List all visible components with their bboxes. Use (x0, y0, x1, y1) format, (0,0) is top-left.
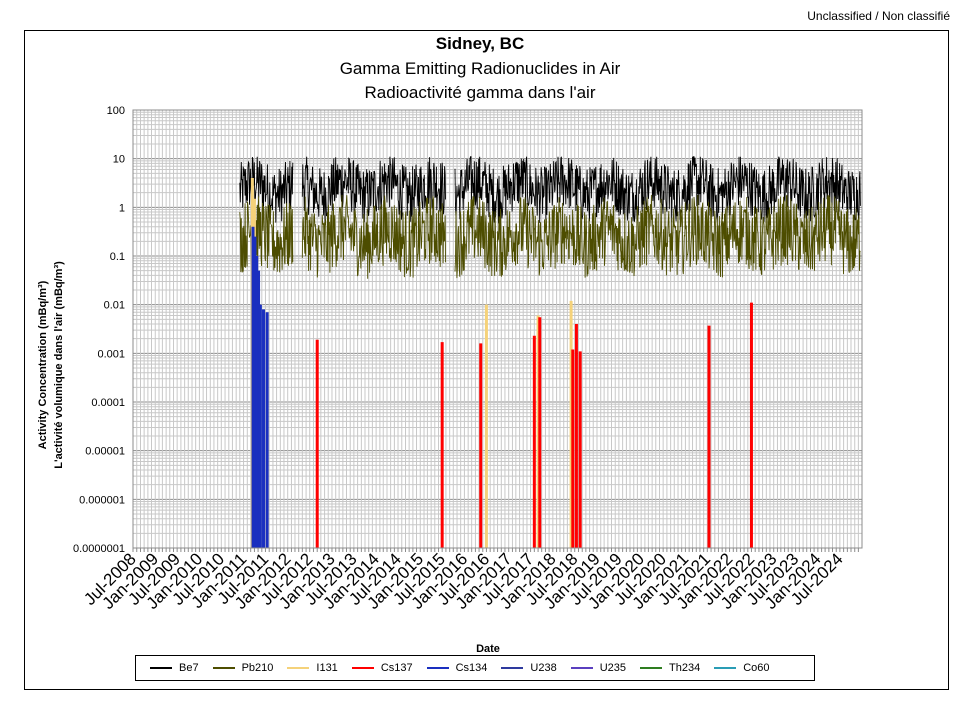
y-tick-label: 1 (119, 202, 125, 214)
legend-label: Be7 (179, 662, 199, 674)
chart-frame (24, 30, 949, 690)
y-axis-label-en: Activity Concentration (mBq/m³) (37, 280, 49, 449)
legend-swatch (640, 667, 662, 669)
legend-label: Co60 (743, 662, 770, 674)
legend-swatch (150, 667, 172, 669)
legend-label: Th234 (669, 662, 701, 674)
legend-label: U238 (530, 662, 557, 674)
y-axis-label-fr: L'activité volumique dans l'air (mBq/m³) (53, 261, 65, 469)
series-line-be7 (301, 156, 446, 223)
y-tick-label: 0.01 (104, 300, 125, 312)
legend-swatch (287, 667, 310, 669)
plot-area (132, 109, 863, 549)
y-tick-label: 10 (113, 154, 125, 166)
y-tick-label: 100 (107, 105, 125, 117)
legend-swatch (501, 667, 524, 669)
series-layer (239, 156, 861, 548)
legend-item-th234: Th234 (640, 662, 700, 674)
chart-title: Sidney, BC (435, 34, 525, 53)
legend-item-u238: U238 (501, 662, 557, 674)
series-line-pb210 (271, 203, 294, 273)
y-tick-label: 0.1 (110, 251, 125, 263)
legend-label: Cs134 (455, 662, 488, 674)
chart-subtitle-en: Gamma Emitting Radionuclides in Air (339, 59, 621, 78)
legend-item-cs137: Cs137 (351, 662, 413, 674)
legend-item-i131: I131 (287, 662, 338, 674)
x-axis-label: Date (476, 643, 500, 655)
legend-label: I131 (316, 662, 338, 674)
legend-item-cs134: Cs134 (426, 662, 488, 674)
chart-subtitle-fr: Radioactivité gamma dans l'air (364, 83, 596, 102)
y-tick-label: 0.001 (97, 348, 125, 360)
y-tick-label: 0.0000001 (73, 543, 125, 555)
legend-swatch (714, 667, 737, 669)
legend-swatch (351, 667, 374, 669)
series-line-pb210 (301, 194, 446, 279)
legend-item-be7: Be7 (150, 662, 199, 674)
series-line-be7 (454, 156, 861, 224)
legend-item-pb210: Pb210 (212, 662, 274, 674)
legend-swatch (212, 667, 235, 669)
legend-swatch (426, 667, 449, 669)
legend-item-co60: Co60 (714, 662, 770, 674)
series-line-pb210 (454, 194, 861, 279)
legend-swatch (570, 667, 593, 669)
y-tick-label: 0.000001 (79, 494, 125, 506)
chart-legend: Be7 Pb210 I131 Cs137 Cs134 U238 U235 Th234 Co60 (135, 655, 815, 681)
legend-label: U235 (599, 662, 626, 674)
legend-label: Cs137 (380, 662, 413, 674)
series-line-be7 (271, 160, 294, 223)
classification-label: Unclassified / Non classifié (807, 9, 950, 23)
legend-item-u235: U235 (570, 662, 626, 674)
legend-label: Pb210 (241, 662, 274, 674)
y-tick-label: 0.00001 (85, 446, 125, 458)
y-tick-label: 0.0001 (91, 397, 125, 409)
